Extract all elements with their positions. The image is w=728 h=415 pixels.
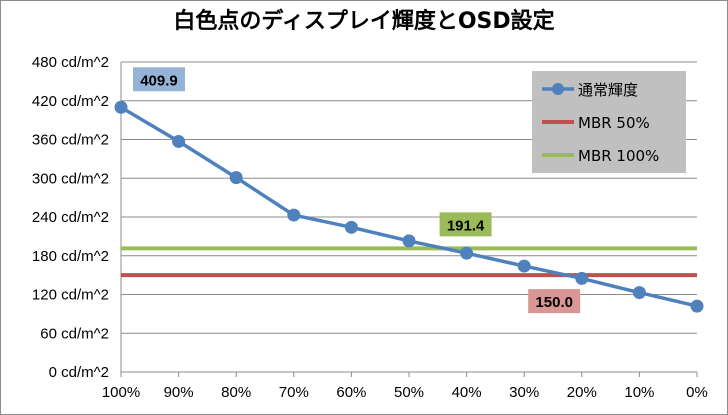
x-tick-label: 60% [336, 384, 366, 401]
series-0-point [172, 134, 186, 148]
legend-marker-0 [552, 83, 564, 95]
series-0-point [229, 171, 243, 185]
y-tick-label: 0 cd/m^2 [49, 364, 109, 381]
x-tick-label: 70% [279, 384, 309, 401]
x-tick-label: 30% [509, 384, 539, 401]
legend: 通常輝度 MBR 50% MBR 100% [532, 71, 686, 173]
y-tick-label: 480 cd/m^2 [32, 54, 109, 71]
series-layer [114, 100, 704, 313]
series-0-point [632, 286, 646, 300]
series-0-point [460, 246, 474, 260]
series-0-point [690, 299, 704, 313]
x-tick-label: 90% [164, 384, 194, 401]
chart-title: 白色点のディスプレイ輝度とOSD設定 [173, 8, 554, 34]
y-tick-label: 60 cd/m^2 [40, 325, 109, 342]
y-tick-label: 240 cd/m^2 [32, 209, 109, 226]
data-label: 150.0 [535, 294, 573, 311]
y-tick-label: 180 cd/m^2 [32, 248, 109, 265]
series-0-point [344, 220, 358, 234]
data-label: 191.4 [447, 217, 485, 234]
y-tick-label: 420 cd/m^2 [32, 93, 109, 110]
x-tick-label: 100% [102, 384, 140, 401]
y-tick-label: 120 cd/m^2 [32, 287, 109, 304]
axes: 0 cd/m^2 60 cd/m^2 120 cd/m^2 180 cd/m^2 240… [32, 54, 708, 401]
data-label-box [528, 289, 581, 314]
x-tick-label: 0% [686, 384, 708, 401]
legend-label: MBR 50% [578, 114, 650, 132]
x-tick-label: 80% [221, 384, 251, 401]
data-labels: 409.9 191.4 150.0 [133, 67, 581, 314]
y-tick-label: 300 cd/m^2 [32, 170, 109, 187]
data-label-box [133, 67, 185, 92]
series-0-point [114, 100, 128, 114]
x-tick-label: 20% [567, 384, 597, 401]
series-0-point [517, 259, 531, 273]
data-label: 409.9 [140, 72, 178, 89]
series-0-point [402, 234, 416, 248]
data-label-box [439, 212, 492, 237]
x-tick-label: 50% [394, 384, 424, 401]
legend-label: 通常輝度 [578, 81, 638, 99]
series-0-point [287, 208, 301, 222]
x-tick-label: 40% [452, 384, 482, 401]
y-tick-label: 360 cd/m^2 [32, 132, 109, 149]
x-tick-label: 10% [624, 384, 654, 401]
series-0-point [575, 271, 589, 285]
legend-label: MBR 100% [578, 147, 659, 165]
